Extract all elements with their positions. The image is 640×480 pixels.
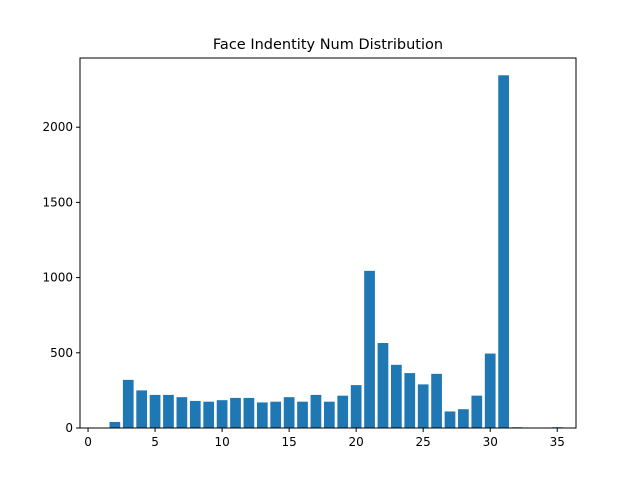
- y-tick-label: 500: [50, 346, 73, 360]
- bar-30: [484, 353, 496, 428]
- bar-25: [417, 384, 429, 428]
- bar-29: [471, 395, 483, 428]
- x-axis-ticks: 0 5 10 15 20 25 30 35: [84, 428, 565, 449]
- y-tick-label: 2000: [42, 120, 73, 134]
- bar-23: [391, 364, 402, 428]
- bar-9: [203, 401, 215, 428]
- bar-20: [350, 385, 362, 428]
- bar-14: [270, 401, 282, 428]
- y-tick-label: 0: [65, 421, 73, 435]
- bar-3: [122, 379, 134, 428]
- bars-group: [109, 75, 563, 429]
- y-tick-label: 1500: [42, 195, 73, 209]
- bar-2: [109, 421, 121, 428]
- plot-frame: [79, 57, 577, 429]
- bar-7: [176, 397, 188, 428]
- bar-6: [163, 394, 174, 428]
- bar-10: [216, 400, 228, 428]
- bar-26: [431, 373, 442, 428]
- bar-5: [149, 394, 161, 428]
- bar-21: [364, 270, 375, 428]
- bar-11: [230, 397, 241, 428]
- chart-title: Face Indentity Num Distribution: [213, 37, 443, 53]
- bar-16: [297, 401, 308, 428]
- x-tick-label: 35: [550, 435, 565, 449]
- bar-12: [243, 397, 255, 428]
- x-tick-label: 25: [416, 435, 431, 449]
- bar-8: [189, 400, 201, 428]
- bar-18: [323, 401, 335, 428]
- bar-24: [404, 373, 416, 428]
- bar-4: [136, 390, 148, 428]
- y-axis-ticks: 0 500 1000 1500 2000: [42, 120, 80, 435]
- x-tick-label: 20: [349, 435, 364, 449]
- x-tick-label: 30: [483, 435, 498, 449]
- bar-17: [310, 394, 322, 428]
- x-tick-label: 10: [214, 435, 229, 449]
- bar-15: [283, 397, 295, 428]
- y-tick-label: 1000: [42, 271, 73, 285]
- x-tick-label: 5: [151, 435, 159, 449]
- bar-22: [377, 343, 389, 428]
- bar-31: [498, 75, 509, 429]
- x-tick-label: 15: [281, 435, 296, 449]
- bar-13: [256, 402, 268, 428]
- bar-27: [444, 411, 456, 428]
- bar-28: [458, 409, 469, 428]
- bar-19: [337, 395, 349, 428]
- x-tick-label: 0: [84, 435, 92, 449]
